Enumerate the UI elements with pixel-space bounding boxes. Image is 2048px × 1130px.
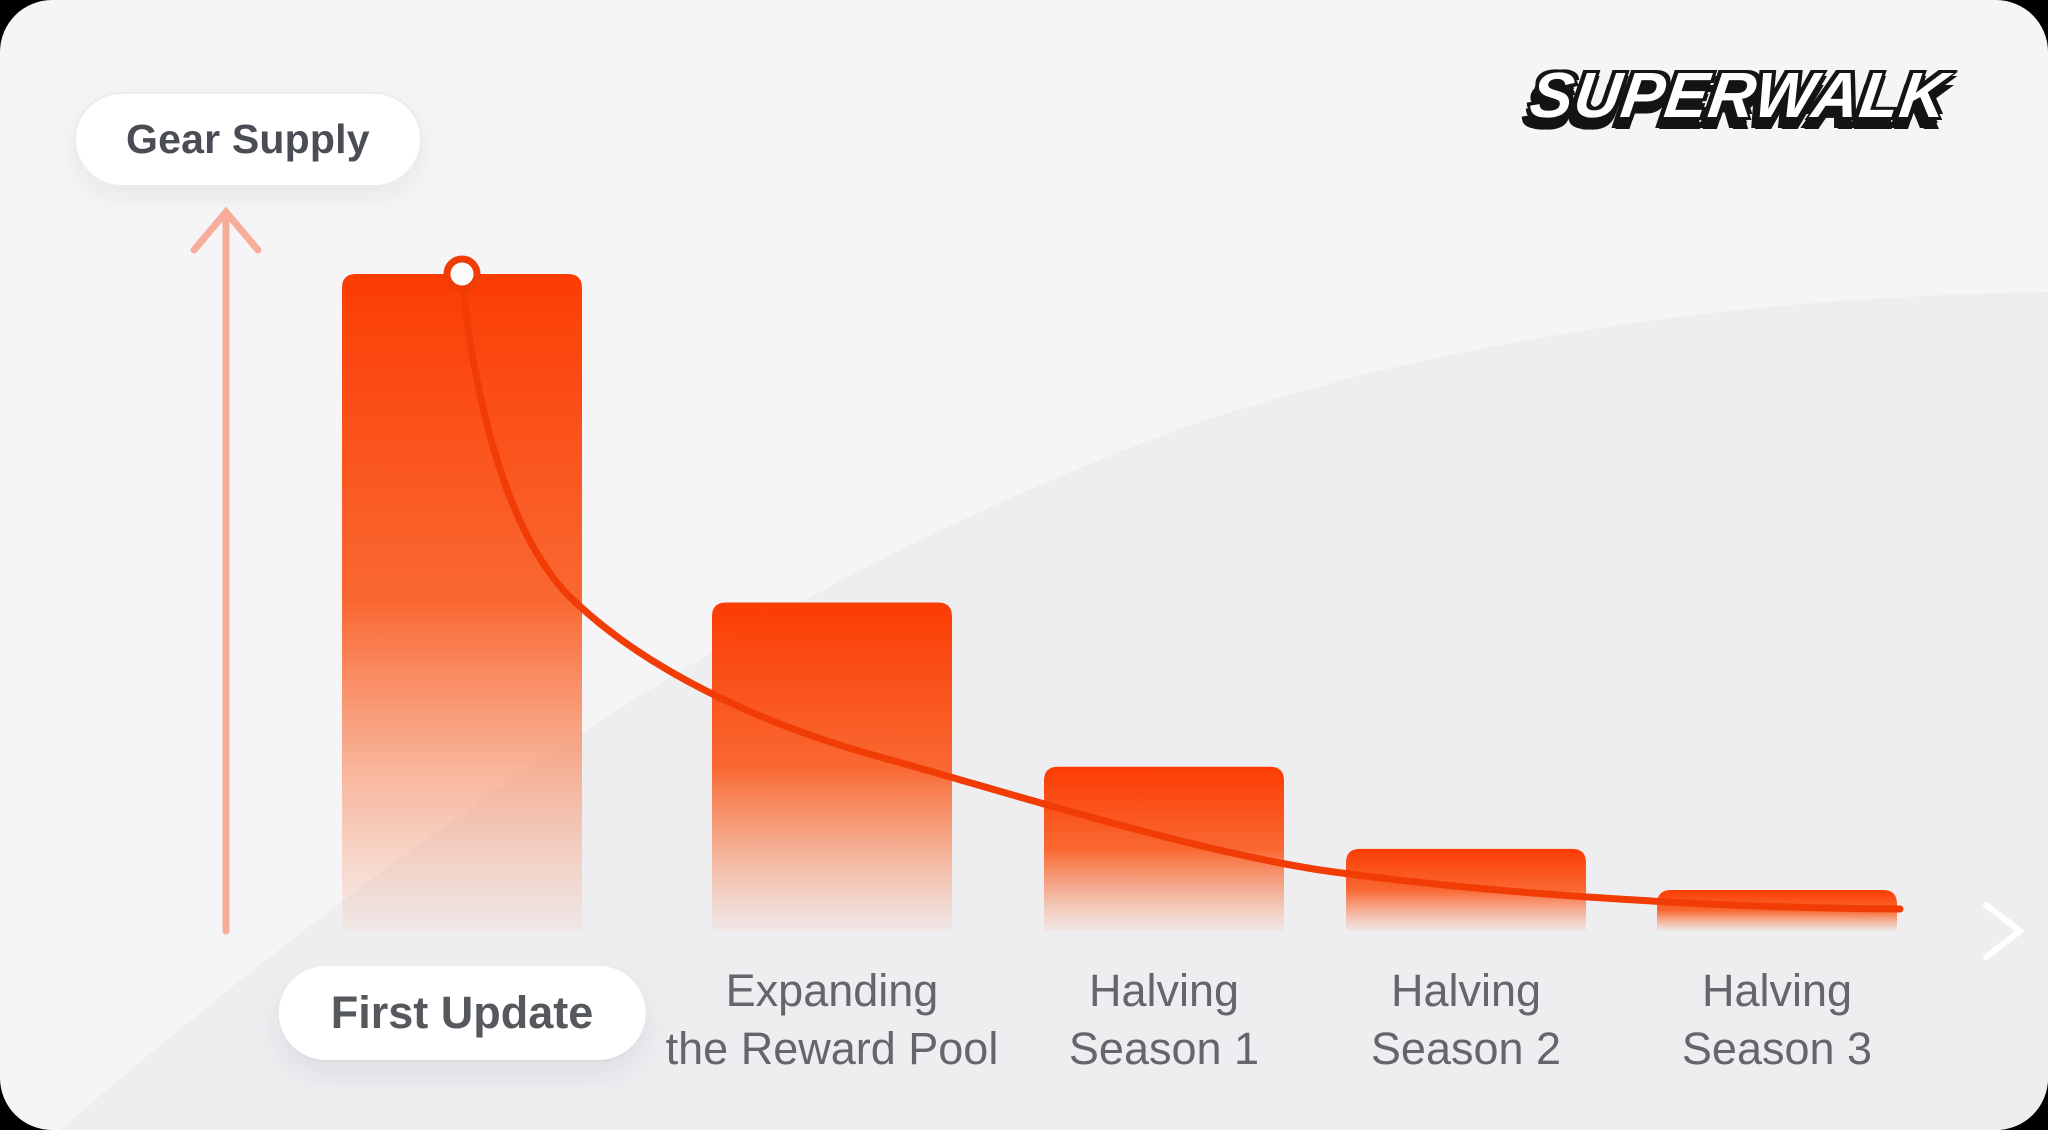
bar-series bbox=[342, 274, 1897, 931]
bar-5 bbox=[1657, 889, 1897, 931]
category-label-1: First Update bbox=[278, 966, 646, 1060]
bar-1 bbox=[342, 274, 582, 931]
y-axis-arrow-icon bbox=[190, 206, 262, 254]
gear-supply-badge: Gear Supply bbox=[74, 92, 422, 187]
x-axis-arrow-icon bbox=[1983, 902, 2025, 960]
decay-curve bbox=[458, 272, 1904, 913]
gear-supply-badge-label: Gear Supply bbox=[126, 116, 370, 162]
bar-3 bbox=[1044, 766, 1284, 931]
category-label-5: Halving Season 3 bbox=[1681, 965, 1873, 1074]
bar-2 bbox=[712, 602, 952, 931]
x-axis bbox=[223, 902, 2025, 960]
y-axis bbox=[190, 206, 262, 935]
category-label-3: Halving Season 1 bbox=[1068, 965, 1260, 1074]
curve-start-marker-icon bbox=[443, 255, 481, 293]
category-label-2: Expanding the Reward Pool bbox=[665, 965, 999, 1074]
category-label-4: Halving Season 2 bbox=[1370, 965, 1562, 1074]
